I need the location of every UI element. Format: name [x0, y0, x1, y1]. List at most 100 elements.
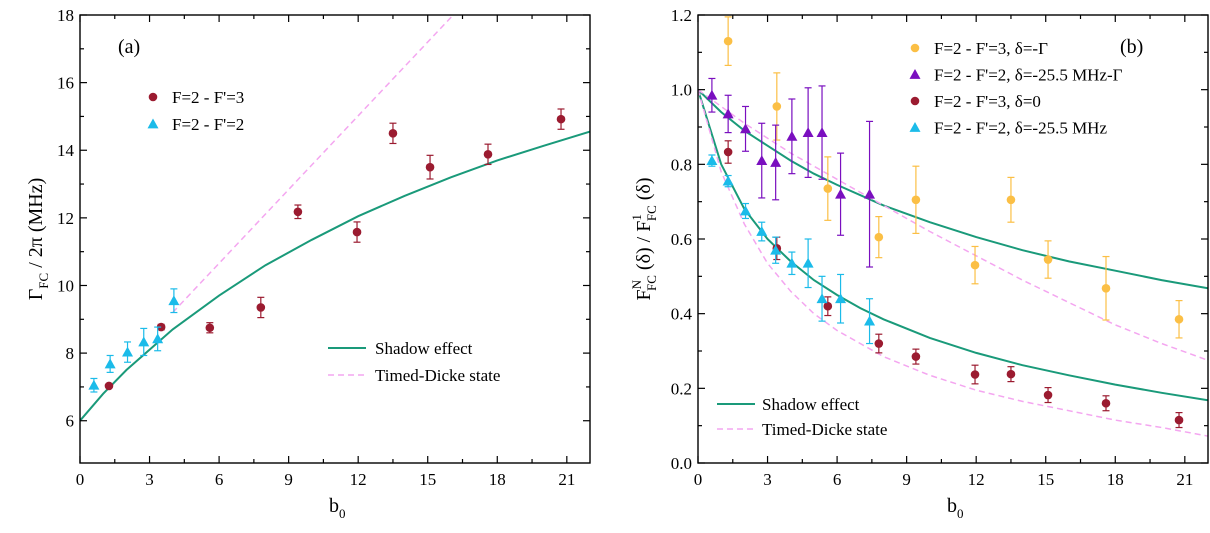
data-point	[816, 127, 828, 137]
legend-marker	[909, 69, 921, 79]
legend-marker	[910, 43, 920, 53]
data-point	[1174, 415, 1184, 425]
data-point	[706, 155, 718, 165]
y-axis-label: ΓFC / 2π (MHz)	[25, 178, 51, 301]
data-point	[874, 339, 884, 348]
data-point	[911, 195, 921, 205]
data-point	[802, 127, 814, 137]
panel-label: (b)	[1120, 36, 1143, 58]
data-point	[168, 295, 180, 306]
x-axis-label: b0	[329, 495, 346, 521]
legend-curves: Shadow effect Timed-Dicke state	[717, 395, 887, 439]
legend-label: F=2 - F'=2, δ=-25.5 MHz	[934, 119, 1107, 138]
y-axis-label-part: F	[633, 289, 655, 300]
series-1	[88, 288, 180, 393]
panel-b-plot: 0 3 6 9 12 15 18 210.00.20.40.60.81.01.2b0(b)FN…	[629, 6, 1209, 521]
y-axis-label-tail: / 2π (MHz)	[25, 178, 47, 273]
x-tick-label: 9	[284, 470, 293, 489]
y-axis-label-part: (δ)	[633, 177, 655, 205]
data-point	[483, 150, 493, 159]
y-axis-label-part: FC	[644, 205, 659, 221]
data-point	[1006, 195, 1016, 205]
y-tick-label: 18	[57, 6, 74, 25]
data-point	[770, 244, 782, 255]
data-point	[835, 293, 847, 304]
data-point	[823, 184, 833, 193]
data-point	[722, 108, 734, 119]
data-point	[425, 162, 435, 172]
legend-points: F=2 - F'=3, δ=-Γ F=2 - F'=2, δ=-25.5 MHz-…	[909, 39, 1123, 138]
legend-label: F=2 - F'=2	[172, 115, 244, 134]
series-0	[723, 16, 1184, 339]
y-tick-label: 0.8	[671, 155, 692, 174]
y-tick-label: 0.0	[671, 454, 692, 473]
data-point	[556, 114, 566, 124]
legend-marker	[147, 118, 159, 129]
legend-label: F=2 - F'=3	[172, 88, 244, 107]
x-tick-label: 6	[215, 470, 224, 489]
x-tick-label: 9	[902, 470, 911, 489]
series-3	[706, 154, 876, 345]
data-point	[706, 89, 718, 100]
data-point	[802, 257, 814, 268]
x-tick-label: 3	[763, 470, 772, 489]
data-point	[1174, 314, 1184, 324]
data-point	[1101, 398, 1111, 408]
x-tick-label: 18	[1107, 470, 1124, 489]
data-point	[786, 130, 798, 141]
legend-label: F=2 - F'=3, δ=0	[934, 92, 1041, 111]
timed-dicke-curve	[698, 89, 1208, 437]
timed-dicke-curve	[172, 15, 454, 314]
x-tick-label: 12	[350, 470, 367, 489]
data-point	[152, 333, 164, 344]
data-point	[205, 323, 215, 333]
data-point	[104, 381, 114, 391]
y-axis-label-part: 1	[629, 214, 644, 221]
legend-curves: Shadow effect Timed-Dicke state	[328, 339, 500, 385]
y-axis-label-part: FC	[644, 275, 659, 291]
legend-marker	[909, 122, 921, 132]
data-point	[723, 36, 733, 46]
y-tick-label: 0.2	[671, 379, 692, 398]
x-tick-label: 21	[1176, 470, 1193, 489]
legend-marker	[148, 92, 158, 102]
data-point	[352, 227, 362, 237]
panel-label: (a)	[118, 36, 140, 58]
legend-label: F=2 - F'=3, δ=-Γ	[934, 39, 1048, 58]
x-tick-label: 15	[419, 470, 436, 489]
data-point	[122, 346, 134, 357]
data-point	[388, 129, 398, 138]
x-tick-label: 3	[145, 470, 154, 489]
data-point	[756, 226, 768, 236]
x-axis-label-sub: 0	[957, 506, 964, 521]
shadow-effect-curve	[698, 88, 1208, 290]
y-tick-label: 8	[66, 344, 75, 363]
y-axis-label-sub: FC	[36, 273, 51, 289]
series-1	[706, 77, 876, 268]
y-tick-label: 0.6	[671, 230, 692, 249]
y-tick-label: 10	[57, 276, 74, 295]
y-tick-label: 1.2	[671, 6, 692, 25]
y-axis-label: FNFC (δ) / F1FC (δ)	[629, 177, 659, 300]
plot-frame	[79, 14, 591, 464]
data-point	[723, 147, 733, 157]
x-tick-label: 0	[694, 470, 703, 489]
y-tick-label: 12	[57, 209, 74, 228]
x-tick-label: 18	[489, 470, 506, 489]
data-point	[786, 257, 798, 268]
curves	[80, 15, 590, 422]
data-point	[138, 336, 150, 347]
legend-label: Shadow effect	[375, 339, 473, 358]
data-point	[770, 156, 782, 167]
y-axis-label-part: (δ) / F	[633, 221, 655, 275]
data-point	[104, 358, 116, 369]
data-point	[816, 293, 828, 304]
legend-label: Timed-Dicke state	[375, 366, 500, 385]
shadow-effect-curve	[80, 130, 590, 422]
y-tick-label: 16	[57, 74, 74, 93]
data-point	[970, 260, 980, 270]
data-point	[88, 379, 100, 390]
data-point	[1043, 255, 1053, 264]
